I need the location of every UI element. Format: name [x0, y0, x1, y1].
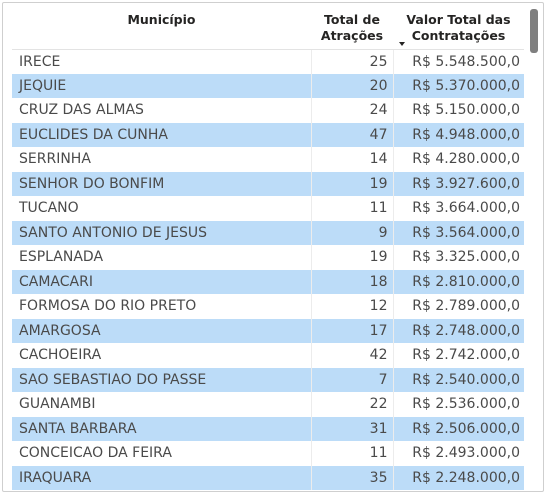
cell-total-atracoes: 42: [311, 343, 394, 368]
cell-valor-total: R$ 3.664.000,0: [412, 200, 520, 217]
table-row[interactable]: FORMOSA DO RIO PRETO 12 R$ 2.789.000,0: [12, 294, 524, 319]
table-row[interactable]: IRAQUARA 35 R$ 2.248.000,0: [12, 465, 524, 490]
cell-valor-total: R$ 3.927.600,0: [393, 171, 524, 196]
cell-valor-total: R$ 2.248.000,0: [393, 465, 524, 490]
cell-total-atracoes: 47: [311, 122, 394, 147]
cell-valor-total: R$ 2.536.000,0: [412, 396, 520, 413]
cell-municipio: SENHOR DO BONFIM: [12, 171, 312, 196]
table-row[interactable]: SERRINHA 14 R$ 4.280.000,0: [12, 147, 524, 172]
cell-valor-total: R$ 5.548.500,0: [412, 53, 520, 70]
table-row[interactable]: SAO SEBASTIAO DO PASSE 7 R$ 2.540.000,0: [12, 367, 524, 392]
vertical-scrollbar[interactable]: [529, 7, 538, 491]
column-header-valor-total[interactable]: Valor Total das Contratações: [393, 7, 524, 50]
cell-municipio: EUCLIDES DA CUNHA: [12, 122, 312, 147]
cell-municipio: GUANAMBI: [12, 392, 312, 417]
cell-valor-total: R$ 4.948.000,0: [393, 122, 524, 147]
cell-total-atracoes: 22: [311, 392, 394, 417]
table-body: IRECE 25 R$ 5.548.500,0 JEQUIE 20 R$ 5.370.00…: [12, 49, 524, 490]
column-header-total-atracoes[interactable]: Total de Atrações: [311, 7, 393, 50]
cell-valor-total: R$ 2.506.000,0: [393, 416, 524, 441]
cell-total-atracoes: 35: [311, 465, 394, 490]
cell-municipio: SANTO ANTONIO DE JESUS: [12, 220, 312, 245]
cell-total-atracoes: 12: [311, 294, 394, 319]
cell-municipio: SERRINHA: [12, 147, 312, 172]
cell-total-atracoes: 11: [311, 196, 394, 221]
column-header-valor-total-label: Valor Total das Contratações: [406, 12, 511, 43]
table-row[interactable]: SANTA BARBARA 31 R$ 2.506.000,0: [12, 416, 524, 441]
cell-total-atracoes: 31: [311, 416, 394, 441]
table-viewport[interactable]: Município Total de Atrações Valor Total …: [12, 7, 524, 493]
cell-total-atracoes: 14: [311, 147, 394, 172]
cell-total-atracoes: 19: [311, 245, 394, 270]
cell-valor-total: R$ 2.742.000,0: [412, 347, 520, 364]
table-row[interactable]: EUCLIDES DA CUNHA 47 R$ 4.948.000,0: [12, 122, 524, 147]
column-header-municipio[interactable]: Município: [12, 7, 311, 50]
table-row[interactable]: IRECE 25 R$ 5.548.500,0: [12, 49, 524, 74]
cell-municipio: CAMACARI: [12, 269, 312, 294]
cell-total-atracoes: 25: [311, 49, 394, 74]
table-row[interactable]: CRUZ DAS ALMAS 24 R$ 5.150.000,0: [12, 98, 524, 123]
cell-valor-total: R$ 3.325.000,0: [412, 249, 520, 266]
sort-descending-icon: [399, 41, 405, 46]
table-row[interactable]: CAMACARI 18 R$ 2.810.000,0: [12, 269, 524, 294]
cell-municipio: FORMOSA DO RIO PRETO: [12, 294, 312, 319]
cell-total-atracoes: 18: [311, 269, 394, 294]
table-row[interactable]: CONCEICAO DA FEIRA 11 R$ 2.493.000,0: [12, 441, 524, 466]
table-row[interactable]: JEQUIE 20 R$ 5.370.000,0: [12, 73, 524, 98]
cell-valor-total: R$ 2.540.000,0: [393, 367, 524, 392]
cell-total-atracoes: 24: [311, 98, 394, 123]
table-row[interactable]: ESPLANADA 19 R$ 3.325.000,0: [12, 245, 524, 270]
cell-municipio: ESPLANADA: [12, 245, 312, 270]
scrollbar-thumb[interactable]: [530, 9, 538, 53]
cell-total-atracoes: 9: [311, 220, 394, 245]
cell-valor-total: R$ 5.370.000,0: [393, 73, 524, 98]
cell-total-atracoes: 7: [311, 367, 394, 392]
cell-valor-total: R$ 3.564.000,0: [393, 220, 524, 245]
cell-municipio: CONCEICAO DA FEIRA: [12, 441, 312, 466]
cell-valor-total: R$ 5.150.000,0: [412, 102, 520, 119]
data-table: Município Total de Atrações Valor Total …: [12, 7, 524, 490]
cell-valor-total: R$ 2.748.000,0: [393, 318, 524, 343]
cell-valor-total: R$ 2.493.000,0: [412, 445, 520, 462]
cell-municipio: SAO SEBASTIAO DO PASSE: [12, 367, 312, 392]
cell-total-atracoes: 17: [311, 318, 394, 343]
table-row[interactable]: GUANAMBI 22 R$ 2.536.000,0: [12, 392, 524, 417]
header-row: Município Total de Atrações Valor Total …: [12, 7, 524, 50]
cell-municipio: JEQUIE: [12, 73, 312, 98]
cell-municipio: CACHOEIRA: [12, 343, 312, 368]
table-row[interactable]: CACHOEIRA 42 R$ 2.742.000,0: [12, 343, 524, 368]
cell-municipio: AMARGOSA: [12, 318, 312, 343]
cell-municipio: IRAQUARA: [12, 465, 312, 490]
cell-total-atracoes: 19: [311, 171, 394, 196]
cell-valor-total: R$ 2.789.000,0: [412, 298, 520, 315]
cell-municipio: IRECE: [12, 49, 312, 74]
table-visual: Município Total de Atrações Valor Total …: [2, 2, 544, 492]
cell-municipio: TUCANO: [12, 196, 312, 221]
table-row[interactable]: TUCANO 11 R$ 3.664.000,0: [12, 196, 524, 221]
table-row[interactable]: SANTO ANTONIO DE JESUS 9 R$ 3.564.000,0: [12, 220, 524, 245]
cell-valor-total: R$ 4.280.000,0: [412, 151, 520, 168]
cell-valor-total: R$ 2.810.000,0: [393, 269, 524, 294]
table-row[interactable]: SENHOR DO BONFIM 19 R$ 3.927.600,0: [12, 171, 524, 196]
table-row[interactable]: AMARGOSA 17 R$ 2.748.000,0: [12, 318, 524, 343]
cell-total-atracoes: 11: [311, 441, 394, 466]
cell-municipio: CRUZ DAS ALMAS: [12, 98, 312, 123]
cell-total-atracoes: 20: [311, 73, 394, 98]
cell-municipio: SANTA BARBARA: [12, 416, 312, 441]
